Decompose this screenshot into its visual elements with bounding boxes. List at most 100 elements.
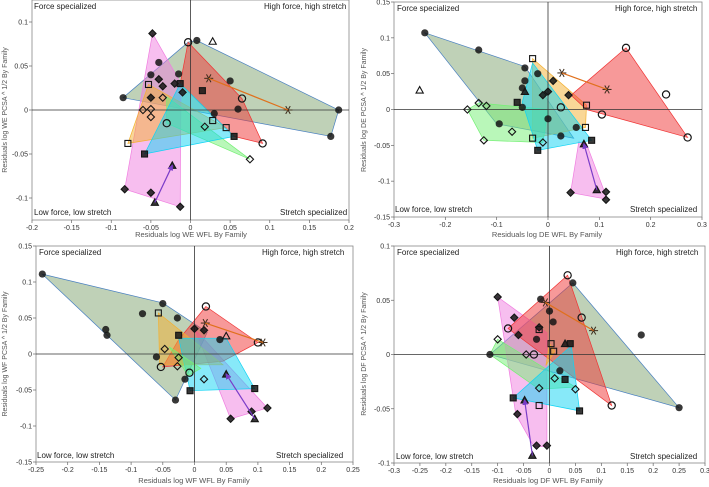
- point-filled-diamond: [566, 188, 575, 198]
- point-open-diamond: [199, 374, 209, 384]
- point-filled-diamond: [148, 29, 157, 38]
- quadrant-label-stretch-specialized: Stretch specialized: [276, 451, 344, 460]
- point-filled-diamond: [512, 409, 522, 419]
- point-filled-diamond: [263, 403, 272, 413]
- point-filled-diamond: [532, 441, 541, 451]
- point-filled-circle: [637, 331, 645, 339]
- x-tick-label: -0.15: [464, 468, 480, 475]
- point-open-diamond: [493, 334, 503, 344]
- point-filled-circle: [119, 94, 127, 102]
- point-filled-diamond: [120, 184, 130, 194]
- y-axis-label: Residuals log DE PCSA ^ 1/2 By Family: [361, 48, 368, 172]
- y-tick-label: 0.1: [380, 244, 390, 251]
- point-filled-circle: [138, 310, 147, 318]
- arrow-purple: [225, 373, 256, 420]
- point-open-diamond: [174, 353, 184, 362]
- point-open-triangle: [415, 85, 425, 94]
- point-open-circle: [201, 302, 211, 311]
- quadrant-label-high-force-high-stretch: High force, high stretch: [264, 2, 347, 11]
- point-filled-circle: [486, 350, 494, 359]
- x-axis-label: Residuals log WE WFL By Family: [135, 230, 247, 239]
- x-tick-label: 0: [189, 225, 193, 232]
- connector-line-orange: [561, 72, 608, 90]
- x-tick-label: 0.05: [219, 467, 233, 474]
- connector-line-orange: [205, 322, 264, 344]
- hull-red: [179, 41, 264, 144]
- point-filled-square: [534, 146, 542, 154]
- point-open-diamond: [482, 101, 491, 111]
- point-filled-triangle: [560, 338, 570, 348]
- y-tick-label: 0.05: [376, 298, 390, 305]
- x-tick-label: -0.15: [91, 467, 107, 474]
- point-filled-square: [513, 98, 521, 106]
- panel-wf: -0.25 -0.2 -0.15 -0.1 -0.05 0 0.05 0.1 0.15 0.2 0.…: [16, 244, 360, 475]
- y-tick-label: -0.1: [20, 424, 32, 431]
- point-open-circle: [156, 362, 166, 372]
- point-open-diamond: [571, 384, 580, 394]
- x-tick-label: 0.1: [253, 467, 263, 474]
- y-tick-label: 0: [24, 108, 28, 115]
- point-open-circle: [185, 368, 194, 377]
- point-open-diamond: [138, 105, 148, 115]
- y-axis-label: Residuals log WF PCSA ^ 1/2 By Family: [2, 291, 9, 417]
- point-open-circle: [577, 313, 586, 322]
- point-filled-square: [230, 132, 238, 140]
- point-filled-circle: [532, 335, 541, 343]
- point-filled-square: [140, 150, 149, 158]
- x-tick-label: 0.05: [223, 225, 237, 232]
- point-filled-diamond: [548, 76, 558, 86]
- point-open-square: [582, 101, 591, 109]
- point-filled-circle: [193, 36, 201, 45]
- point-filled-circle: [102, 325, 110, 334]
- x-tick-label: 0.1: [596, 468, 606, 475]
- point-filled-circle: [103, 331, 111, 339]
- point-filled-diamond: [542, 441, 552, 451]
- point-open-diamond: [534, 383, 544, 393]
- y-tick-label: -0.1: [378, 461, 390, 468]
- point-open-diamond: [538, 138, 548, 147]
- y-tick-label: 0.15: [18, 244, 32, 251]
- x-tick-label: 0.2: [316, 467, 326, 474]
- point-filled-circle: [38, 270, 46, 278]
- quadrant-label-force-specialized: Force specialized: [34, 2, 97, 11]
- x-tick-label: 0.2: [646, 222, 656, 229]
- quadrant-label-low-force-low-stretch: Low force, low stretch: [34, 208, 112, 217]
- point-open-diamond: [474, 98, 484, 108]
- x-tick-label: -0.05: [155, 467, 171, 474]
- point-filled-circle: [147, 71, 155, 79]
- x-tick-label: -0.05: [143, 225, 159, 232]
- y-tick-label: -0.05: [16, 388, 32, 395]
- point-open-square: [154, 309, 162, 317]
- point-filled-square: [198, 87, 206, 95]
- y-tick-label: -0.1: [378, 179, 390, 186]
- point-filled-square: [176, 80, 184, 88]
- point-open-diamond: [245, 154, 255, 164]
- panel-df: -0.3 -0.25 -0.2 -0.15 -0.1 -0.05 0 0.05 0.1 0.15 0…: [374, 244, 709, 476]
- x-tick-label: -0.1: [105, 225, 117, 232]
- x-tick-label: -0.2: [26, 225, 38, 232]
- point-filled-circle: [569, 279, 577, 287]
- y-tick-label: 0: [386, 352, 390, 359]
- point-filled-diamond: [146, 93, 156, 103]
- x-tick-label: -0.25: [28, 467, 44, 474]
- x-tick-label: 0.3: [697, 222, 707, 229]
- point-open-square: [529, 55, 537, 63]
- x-tick-label: 0.25: [672, 468, 686, 475]
- point-filled-circle: [521, 64, 529, 72]
- x-tick-label: -0.1: [491, 222, 503, 229]
- point-filled-circle: [521, 77, 529, 85]
- quadrant-label-force-specialized: Force specialized: [39, 248, 102, 257]
- point-open-circle: [503, 324, 513, 333]
- point-filled-circle: [534, 70, 542, 78]
- point-filled-diamond: [178, 88, 187, 97]
- x-axis-label: Residuals log DE WFL By Family: [491, 230, 603, 239]
- y-tick-label: 0.1: [22, 280, 32, 287]
- quadrant-label-high-force-high-stretch: High force, high stretch: [262, 248, 345, 257]
- asterisk-stroke: [202, 318, 208, 328]
- x-tick-label: -0.2: [440, 468, 452, 475]
- point-filled-circle: [475, 46, 483, 54]
- hull-cyan: [512, 345, 581, 412]
- point-filled-circle: [335, 106, 343, 114]
- point-open-circle: [683, 133, 692, 142]
- x-tick-label: 0.3: [700, 468, 709, 475]
